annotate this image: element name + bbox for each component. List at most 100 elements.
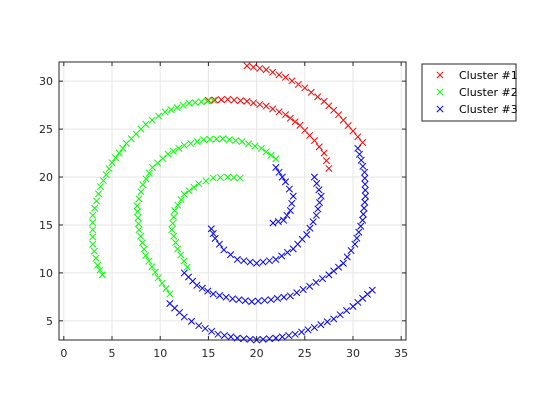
data-point: [275, 71, 283, 79]
data-point: [170, 213, 178, 221]
data-point: [304, 326, 312, 334]
data-point: [360, 168, 369, 176]
legend-label: Cluster #1: [459, 69, 518, 82]
y-tick-label: 20: [39, 171, 53, 184]
legend-marker-icon: [436, 105, 444, 113]
data-point: [135, 195, 143, 203]
data-point: [187, 317, 196, 325]
data-point: [112, 154, 120, 162]
data-point: [142, 252, 150, 260]
data-point: [195, 180, 203, 188]
data-point: [230, 96, 238, 104]
data-point: [265, 335, 274, 343]
data-point: [361, 174, 369, 182]
data-point: [164, 150, 172, 158]
data-point: [286, 292, 294, 300]
data-point: [262, 148, 270, 156]
data-point: [312, 211, 320, 219]
data-point: [105, 165, 113, 173]
data-point: [166, 300, 174, 308]
y-tick-label: 5: [46, 315, 53, 328]
data-point: [220, 246, 228, 254]
data-point: [289, 192, 297, 200]
data-point: [91, 204, 99, 212]
data-point: [89, 219, 97, 227]
data-point: [249, 63, 257, 71]
legend-item-cluster-1[interactable]: Cluster #1: [436, 69, 518, 82]
data-point: [357, 222, 365, 230]
data-point: [142, 120, 150, 128]
data-point: [355, 228, 363, 236]
data-point: [286, 207, 294, 215]
data-point: [185, 187, 193, 195]
data-point: [211, 234, 219, 242]
data-point: [236, 97, 245, 105]
x-tick-label: 25: [298, 347, 312, 360]
data-point: [330, 267, 338, 275]
data-point: [174, 201, 182, 209]
data-point: [190, 183, 198, 191]
data-point: [314, 205, 322, 213]
data-point: [269, 105, 277, 113]
data-point: [315, 186, 323, 194]
data-point: [241, 297, 249, 305]
legend-item-cluster-3[interactable]: Cluster #3: [436, 103, 518, 116]
data-point: [216, 292, 224, 300]
data-point: [90, 247, 98, 255]
data-point: [115, 149, 123, 157]
data-point: [359, 162, 367, 170]
data-point: [135, 226, 143, 234]
data-point: [316, 199, 324, 207]
data-point: [232, 137, 240, 145]
data-point: [158, 279, 166, 287]
data-point: [257, 144, 265, 152]
plot-area: [59, 62, 406, 340]
data-point: [212, 135, 220, 143]
data-point: [173, 103, 181, 112]
legend-item-cluster-2[interactable]: Cluster #2: [436, 86, 518, 99]
data-point: [291, 118, 299, 126]
data-point: [233, 255, 241, 264]
data-point: [174, 245, 182, 253]
data-point: [108, 159, 116, 167]
data-point: [330, 315, 338, 323]
data-point: [323, 318, 331, 326]
data-point: [137, 232, 145, 240]
data-point: [288, 199, 296, 207]
data-point: [187, 139, 195, 148]
legend-marker-icon: [436, 88, 444, 96]
data-point: [180, 269, 188, 277]
data-point: [269, 68, 277, 76]
data-point: [211, 96, 219, 104]
data-point: [363, 290, 371, 298]
data-point: [134, 208, 142, 216]
data-point: [325, 271, 333, 279]
data-point: [227, 251, 235, 259]
data-point: [169, 147, 177, 155]
data-point: [285, 331, 293, 340]
data-point: [228, 295, 237, 303]
data-point: [262, 66, 270, 74]
data-point: [175, 144, 183, 152]
data-point: [140, 245, 148, 253]
data-point: [355, 150, 364, 158]
data-point: [191, 98, 199, 107]
data-point: [148, 116, 156, 124]
data-point: [289, 245, 297, 253]
data-point: [288, 77, 296, 85]
data-point: [134, 220, 143, 228]
data-point: [275, 108, 283, 116]
data-point: [193, 138, 201, 146]
data-point: [171, 207, 179, 215]
data-point: [195, 322, 203, 330]
data-point: [301, 84, 309, 92]
data-point: [177, 196, 185, 204]
x-tick-label: 15: [201, 347, 215, 360]
data-point: [162, 285, 170, 293]
data-point: [312, 278, 320, 287]
data-point: [281, 73, 290, 81]
legend[interactable]: Cluster #1 Cluster #2 Cluster #3: [421, 63, 518, 122]
data-point: [259, 258, 267, 266]
data-point: [248, 298, 256, 306]
